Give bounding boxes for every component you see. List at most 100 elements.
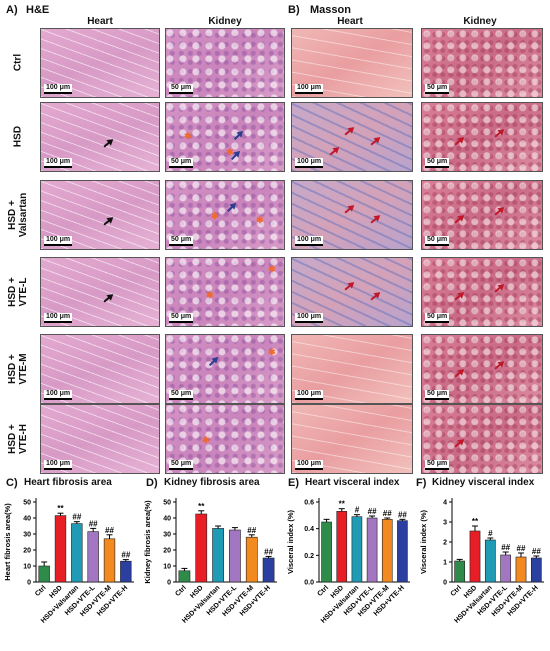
x-tick-label: Ctrl [34, 584, 48, 598]
bar-hsd-vte-l [500, 554, 512, 583]
y-tick-label: 0 [167, 580, 171, 587]
row-label-vte-l: HSD + VTE-L [7, 257, 29, 327]
significance-label: # [488, 529, 493, 538]
bar-hsd [336, 511, 348, 583]
row-label-main: HSD + [7, 424, 18, 454]
scale-bar: 50 μm [425, 313, 450, 323]
micrograph-ms-h-hsd: 100 μm [291, 102, 413, 172]
micrograph-he-h-vte-l: 100 μm [40, 257, 160, 327]
star-marker-icon: ✱ [256, 215, 264, 225]
significance-label: # [355, 506, 360, 515]
significance-label: ## [89, 519, 98, 528]
significance-label: ** [198, 502, 205, 511]
significance-label: ## [517, 544, 526, 553]
bar-hsd-vte-h [262, 557, 275, 583]
arrow-marker-icon [103, 294, 114, 303]
scale-bar: 100 μm [295, 390, 324, 400]
micrograph-ms-k-ctrl: 50 μm [421, 28, 543, 98]
x-tick-label: HSD+VTE-H [239, 584, 272, 617]
chart-kidney-fibrosis-area: Kidney fibrosis area(%) 0 10 20 30 40 50 Ctrl **… [143, 498, 277, 625]
y-tick-label: 0 [27, 580, 31, 587]
y-tick-label: 0.2 [304, 553, 314, 560]
arrow-marker-icon [233, 130, 244, 141]
arrow-marker-icon [344, 205, 355, 214]
arrow-marker-icon [344, 127, 355, 136]
star-marker-icon: ✱ [268, 347, 276, 357]
bar-hsd [195, 513, 208, 583]
scale-bar: 100 μm [295, 158, 324, 168]
scale-bar: 50 μm [425, 158, 450, 168]
y-axis-label: Kidney fibrosis area(%) [143, 500, 152, 584]
scale-bar: 100 μm [44, 84, 73, 94]
scale-bar: 100 μm [44, 236, 73, 246]
micrograph-ms-h-ctrl: 100 μm [291, 28, 413, 98]
micrograph-he-h-vte-h: 100 μm [40, 404, 160, 474]
bar-hsd-valsartan [351, 516, 363, 583]
y-axis-label: Visceral index (%) [419, 509, 428, 574]
arrow-marker-icon [208, 356, 219, 367]
y-axis-label: Visceral index (%) [286, 509, 295, 574]
row-label-treatment: Valsartan [18, 192, 29, 238]
micrograph-he-h-valsartan: 100 μm [40, 180, 160, 250]
row-label-valsartan: HSD + Valsartan [7, 180, 29, 250]
scale-bar: 50 μm [169, 84, 194, 94]
y-tick-label: 30 [23, 532, 31, 539]
scale-bar: 100 μm [44, 313, 73, 323]
y-tick-label: 50 [23, 500, 31, 507]
y-tick-label: 20 [23, 548, 31, 555]
panel-b-title: Masson [310, 4, 351, 16]
micrograph-ms-k-vte-l: 50 μm [421, 257, 543, 327]
star-marker-icon: ✱ [211, 211, 219, 221]
significance-label: ## [121, 551, 130, 560]
bar-hsd [54, 515, 67, 583]
micrograph-he-h-ctrl: 100 μm [40, 28, 160, 98]
bar-hsd-vte-m [103, 538, 116, 583]
scale-bar: 100 μm [295, 460, 324, 470]
arrow-marker-icon [370, 215, 381, 224]
y-tick-label: 10 [163, 564, 171, 571]
arrow-marker-icon [494, 284, 505, 293]
scale-bar: 50 μm [169, 158, 194, 168]
panel-b-label: B) [288, 4, 300, 16]
chart-heart-fibrosis-area: Heart fibrosis area(%)01020304050Ctrl**H… [3, 498, 134, 625]
arrow-marker-icon [103, 217, 114, 226]
star-marker-icon: ✱ [268, 264, 276, 274]
arrow-marker-icon [454, 292, 465, 301]
significance-label: ## [368, 507, 377, 516]
col-header-ms-kidney: Kidney [463, 16, 497, 27]
y-tick-label: 20 [163, 548, 171, 555]
arrow-marker-icon [454, 369, 465, 378]
significance-label: ## [398, 510, 407, 519]
micrograph-ms-h-vte-h: 100 μm [291, 404, 413, 474]
micrograph-he-k-vte-h: 50 μm ✱ [165, 404, 285, 474]
panel-e-label: E) [288, 477, 299, 489]
bar-ctrl [454, 560, 466, 583]
y-tick-label: 40 [23, 516, 31, 523]
scale-bar: 50 μm [425, 390, 450, 400]
y-tick-label: 1 [443, 560, 447, 567]
y-tick-label: 4 [443, 500, 447, 507]
y-tick-label: 0.0 [304, 580, 314, 587]
panel-f-label: F) [416, 477, 427, 489]
panel-a-label: A) [6, 4, 18, 16]
micrograph-ms-h-vte-l: 100 μm [291, 257, 413, 327]
significance-label: ## [383, 509, 392, 518]
col-header-ms-heart: Heart [337, 16, 363, 27]
micrograph-ms-h-vte-m: 100 μm [291, 334, 413, 404]
scale-bar: 100 μm [295, 313, 324, 323]
bar-hsd-vte-l [87, 531, 99, 583]
x-tick-label: Ctrl [174, 584, 188, 598]
star-marker-icon: ✱ [206, 290, 214, 300]
significance-label: ** [472, 517, 479, 526]
scale-bar: 100 μm [295, 236, 324, 246]
micrograph-he-k-ctrl: 50 μm [165, 28, 285, 98]
micrograph-he-k-hsd: 50 μm ✱ ✱ [165, 102, 285, 172]
micrograph-he-k-valsartan: 50 μm ✱ ✱ [165, 180, 285, 250]
arrow-marker-icon [494, 129, 505, 138]
significance-label: ** [339, 500, 346, 509]
y-tick-label: 2 [443, 540, 447, 547]
y-axis-label: Heart fibrosis area(%) [3, 503, 12, 581]
significance-label: ** [57, 504, 64, 513]
chart-c-title: Heart fibrosis area [24, 477, 112, 488]
chart-f-title: Kidney visceral index [432, 477, 535, 488]
